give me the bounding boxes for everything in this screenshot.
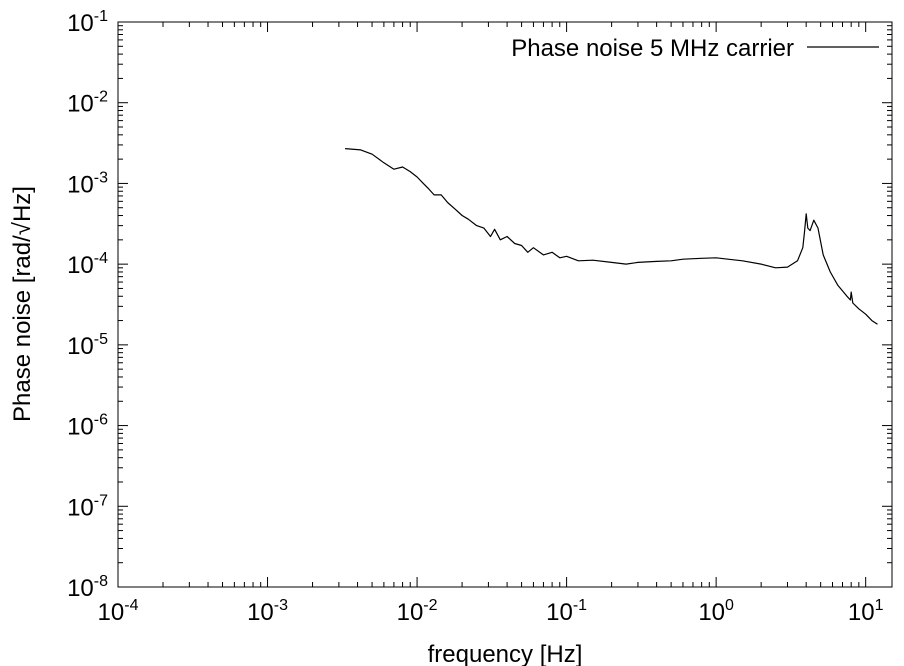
x-tick-label: 10-1: [546, 597, 587, 626]
major-ticks: [117, 21, 892, 588]
y-tick-label: 10-4: [67, 250, 108, 279]
minor-ticks: [118, 22, 892, 587]
y-tick-label: 10-2: [67, 89, 108, 118]
y-tick-labels: 10-8 10-7 10-6 10-5 10-4 10-3 10-2 10-1: [67, 8, 108, 602]
series-line-0: [345, 148, 878, 325]
y-tick-label: 10-7: [67, 492, 108, 521]
y-tick-label: 10-5: [67, 331, 108, 360]
series-layer: [345, 148, 878, 325]
x-tick-labels: 10-4 10-3 10-2 10-1 100 101: [98, 597, 884, 626]
x-tick-label: 10-3: [247, 597, 288, 626]
legend: Phase noise 5 MHz carrier: [511, 35, 879, 62]
x-tick-label: 101: [848, 597, 884, 626]
y-tick-label: 10-6: [67, 412, 108, 441]
x-axis-label: frequency [Hz]: [428, 641, 583, 666]
y-axis-label: Phase noise [rad/√Hz]: [9, 186, 36, 422]
y-tick-label: 10-1: [67, 8, 108, 37]
x-tick-label: 10-4: [98, 597, 139, 626]
y-tick-label: 10-8: [67, 573, 108, 602]
x-tick-label: 100: [698, 597, 734, 626]
y-tick-label: 10-3: [67, 169, 108, 198]
plot-frame: [117, 21, 893, 588]
x-tick-label: 10-2: [397, 597, 438, 626]
legend-label: Phase noise 5 MHz carrier: [511, 35, 794, 62]
